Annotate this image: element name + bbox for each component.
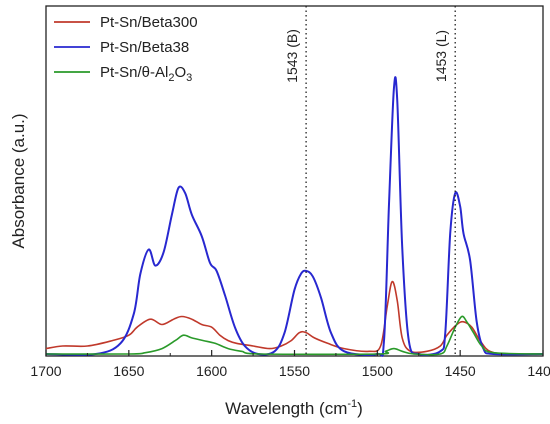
series-line-1: [45, 76, 544, 357]
series-line-0: [45, 280, 544, 355]
x-tick-label: 1700: [30, 363, 61, 379]
x-axis-title-main: Wavelength: [225, 399, 314, 418]
legend-label-beta38: Pt-Sn/Beta38: [100, 39, 189, 56]
annotation-layer: 1543 (B) 1453 (L): [284, 6, 456, 356]
x-tick-label: 1550: [279, 363, 310, 379]
x-axis-unit: cm: [325, 399, 348, 418]
legend-label-alumina: Pt-Sn/θ-Al2O3: [100, 64, 192, 84]
annotation-label-1453: 1453 (L): [433, 30, 449, 82]
legend-item-beta38: Pt-Sn/Beta38: [54, 39, 189, 56]
x-tick-label: 1600: [196, 363, 227, 379]
x-axis-ticks: 1700 1650 1600 1550 1500 1450 1400: [30, 350, 550, 379]
x-axis-title: Wavelength (cm-1): [225, 398, 363, 418]
legend-label-beta300: Pt-Sn/Beta300: [100, 14, 198, 31]
legend-item-beta300: Pt-Sn/Beta300: [54, 14, 198, 31]
y-axis-title: Absorbance (a.u.): [9, 113, 28, 248]
series-line-2: [45, 315, 544, 356]
x-tick-label: 1450: [445, 363, 476, 379]
x-tick-label: 1650: [113, 363, 144, 379]
legend: Pt-Sn/Beta300 Pt-Sn/Beta38 Pt-Sn/θ-Al2O3: [54, 14, 198, 84]
x-tick-label: 1500: [362, 363, 393, 379]
x-axis-unit-exp: -1: [347, 398, 357, 410]
x-tick-label: 1400: [527, 363, 550, 379]
legend-item-alumina: Pt-Sn/θ-Al2O3: [54, 64, 192, 84]
annotation-label-1543: 1543 (B): [284, 29, 300, 83]
series-layer: [45, 76, 544, 357]
